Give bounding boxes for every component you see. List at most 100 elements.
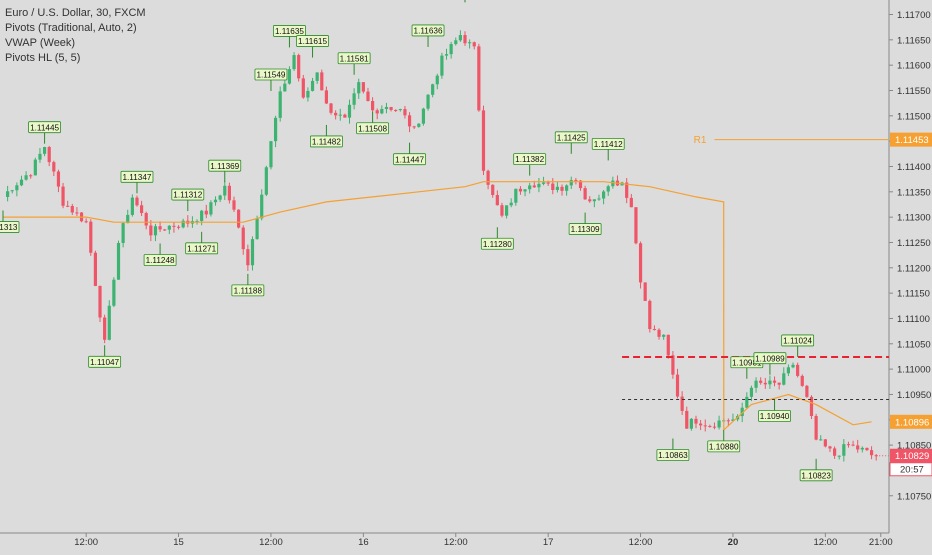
- candle-body: [745, 396, 749, 408]
- candle-down: [486, 169, 490, 190]
- pivot-label-box: [337, 52, 371, 65]
- candle-down: [625, 178, 629, 204]
- candle-body: [712, 426, 717, 428]
- candle-body: [84, 221, 88, 223]
- candle-body: [19, 179, 24, 186]
- candle-down: [135, 195, 139, 207]
- candle-body: [93, 252, 97, 286]
- candle-up: [421, 107, 426, 126]
- candle-up: [218, 194, 222, 203]
- candle-up: [431, 83, 435, 98]
- candle-up: [380, 105, 384, 115]
- candle-up: [786, 364, 790, 376]
- candle-body: [329, 103, 333, 113]
- countdown-box: [889, 462, 932, 477]
- pivot-label-text: 1.11047: [90, 358, 119, 367]
- candle-down: [814, 413, 818, 441]
- candle-body: [458, 35, 462, 41]
- price-tag-text: 1.10829: [895, 451, 929, 462]
- candle-up: [565, 184, 569, 196]
- candle-body: [629, 197, 633, 208]
- candle-body: [440, 55, 444, 76]
- candle-up: [315, 72, 319, 84]
- candle-down: [495, 190, 499, 206]
- candle-up: [24, 171, 28, 181]
- candle-body: [740, 407, 744, 417]
- candle-body: [592, 199, 596, 202]
- candle-body: [828, 446, 832, 449]
- candle-up: [264, 165, 268, 197]
- price-tick-label: 1.11250: [897, 238, 931, 249]
- candle-up: [398, 108, 402, 112]
- candle-body: [569, 180, 573, 186]
- candle-up: [444, 48, 449, 60]
- candle-down: [638, 241, 643, 289]
- legend-pivots[interactable]: Pivots (Traditional, Auto, 2): [5, 22, 137, 34]
- candle-down: [680, 391, 684, 415]
- legend-symbol[interactable]: Euro / U.S. Dollar, 30, FXCM: [5, 7, 146, 19]
- bar-countdown: 20:57: [889, 462, 932, 477]
- candle-body: [361, 82, 365, 92]
- candle-body: [648, 300, 652, 330]
- pivot-label-box: [480, 237, 514, 250]
- price-tick-label: 1.11650: [897, 35, 931, 46]
- candle-body: [504, 205, 509, 216]
- candle-body: [6, 191, 10, 197]
- candle-body: [421, 108, 426, 124]
- price-tick-label: 1.11600: [897, 61, 931, 72]
- candle-up: [33, 157, 37, 176]
- candle-body: [218, 195, 222, 200]
- candle-up: [287, 66, 292, 85]
- candle-down: [491, 184, 495, 198]
- candle-down: [172, 222, 176, 233]
- time-tick-label: 17: [543, 537, 554, 548]
- pivot-label: 1.11382: [513, 153, 547, 176]
- pivot-label-text: 1.11248: [146, 256, 175, 265]
- candle-body: [809, 396, 814, 416]
- candle-body: [583, 188, 587, 200]
- candle-body: [343, 114, 347, 118]
- candle-body: [754, 380, 758, 388]
- candle-body: [403, 109, 407, 116]
- candle-down: [66, 200, 70, 208]
- pivot-label: 1.11508: [356, 111, 390, 135]
- candle-body: [726, 420, 730, 422]
- price-tick-label: 1.10850: [897, 441, 931, 452]
- pivot-label: 1.11549: [254, 68, 288, 91]
- legend-vwap[interactable]: VWAP (Week): [5, 37, 76, 49]
- candle-down: [809, 395, 814, 419]
- candle-body: [283, 83, 287, 92]
- candle-body: [204, 210, 208, 215]
- candle-body: [611, 180, 615, 187]
- candle-down: [75, 207, 79, 216]
- candle-down: [56, 169, 61, 193]
- candle-body: [52, 162, 56, 172]
- candle-down: [703, 419, 707, 432]
- candle-down: [149, 220, 153, 242]
- price-tick-label: 1.11500: [897, 111, 931, 122]
- vwap-line: [3, 181, 872, 432]
- candle-body: [694, 418, 698, 424]
- candle-down: [204, 204, 208, 219]
- candle-up: [130, 194, 134, 217]
- candle-up: [338, 108, 342, 121]
- candle-body: [398, 109, 402, 111]
- candle-up: [782, 367, 786, 386]
- candle-body: [29, 175, 33, 177]
- time-tick-label: 12:00: [74, 537, 98, 548]
- pivot-label: 1.11271: [185, 231, 219, 255]
- candle-body: [481, 110, 486, 171]
- candle-body: [602, 191, 606, 199]
- candle-down: [394, 109, 398, 113]
- pivot-label: 1.11188: [231, 273, 265, 297]
- candle-down: [237, 209, 241, 229]
- candle-body: [103, 317, 107, 340]
- candle-down: [477, 43, 481, 112]
- candle-down: [227, 182, 231, 204]
- candle-body: [195, 220, 199, 222]
- candle-body: [814, 415, 818, 440]
- candle-body: [172, 225, 176, 227]
- legend-pivots-hl[interactable]: Pivots HL (5, 5): [5, 52, 81, 64]
